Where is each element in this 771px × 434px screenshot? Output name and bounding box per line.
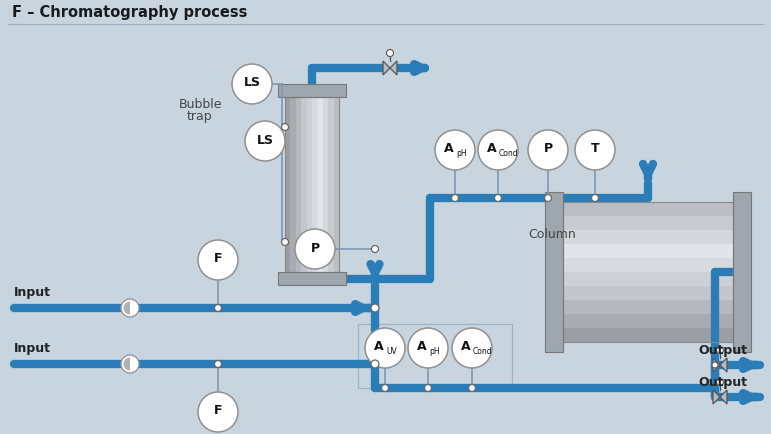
Circle shape: [295, 229, 335, 269]
Circle shape: [371, 360, 379, 368]
Text: A: A: [487, 141, 497, 155]
FancyBboxPatch shape: [545, 192, 563, 352]
FancyBboxPatch shape: [563, 313, 733, 328]
FancyBboxPatch shape: [318, 97, 323, 272]
Text: Input: Input: [14, 286, 51, 299]
Wedge shape: [123, 302, 130, 315]
Wedge shape: [123, 358, 130, 371]
Circle shape: [198, 240, 238, 280]
Circle shape: [245, 121, 285, 161]
Circle shape: [281, 239, 288, 246]
FancyBboxPatch shape: [563, 328, 733, 342]
Circle shape: [575, 130, 615, 170]
Circle shape: [121, 355, 139, 373]
Circle shape: [478, 130, 518, 170]
Circle shape: [408, 328, 448, 368]
Text: pH: pH: [429, 346, 439, 355]
FancyBboxPatch shape: [563, 243, 733, 258]
Circle shape: [232, 64, 272, 104]
Text: P: P: [311, 241, 319, 254]
Text: Cond: Cond: [473, 346, 493, 355]
Polygon shape: [383, 61, 397, 75]
Text: F: F: [214, 253, 222, 266]
FancyBboxPatch shape: [323, 97, 328, 272]
Circle shape: [198, 392, 238, 432]
Circle shape: [371, 304, 379, 312]
FancyBboxPatch shape: [563, 286, 733, 300]
Circle shape: [365, 328, 405, 368]
FancyBboxPatch shape: [563, 272, 733, 286]
Circle shape: [281, 124, 288, 131]
Text: pH: pH: [456, 148, 466, 158]
Text: trap: trap: [187, 110, 213, 123]
Text: Output: Output: [698, 344, 747, 357]
Circle shape: [372, 246, 379, 253]
Circle shape: [469, 385, 476, 391]
FancyBboxPatch shape: [358, 324, 512, 388]
FancyBboxPatch shape: [334, 97, 339, 272]
FancyBboxPatch shape: [328, 97, 334, 272]
Text: Input: Input: [14, 342, 51, 355]
FancyBboxPatch shape: [312, 97, 318, 272]
Text: F: F: [214, 404, 222, 418]
FancyBboxPatch shape: [563, 299, 733, 314]
FancyBboxPatch shape: [733, 192, 751, 352]
Circle shape: [435, 130, 475, 170]
Circle shape: [214, 361, 221, 368]
Text: A: A: [461, 339, 471, 352]
FancyBboxPatch shape: [301, 97, 307, 272]
FancyBboxPatch shape: [285, 97, 291, 272]
Circle shape: [544, 194, 551, 201]
Circle shape: [452, 328, 492, 368]
Text: P: P: [544, 142, 553, 155]
Circle shape: [425, 385, 432, 391]
Text: LS: LS: [244, 76, 261, 89]
Text: A: A: [417, 339, 427, 352]
Polygon shape: [713, 358, 727, 372]
Text: T: T: [591, 142, 599, 155]
Circle shape: [591, 194, 598, 201]
Circle shape: [712, 362, 718, 368]
Circle shape: [452, 194, 459, 201]
Text: A: A: [375, 339, 384, 352]
Text: Cond: Cond: [499, 148, 519, 158]
Circle shape: [494, 194, 501, 201]
Circle shape: [716, 346, 723, 354]
FancyBboxPatch shape: [563, 257, 733, 272]
Text: A: A: [444, 141, 454, 155]
Circle shape: [528, 130, 568, 170]
Circle shape: [214, 305, 221, 312]
FancyBboxPatch shape: [563, 216, 733, 230]
FancyBboxPatch shape: [296, 97, 301, 272]
Circle shape: [382, 385, 389, 391]
FancyBboxPatch shape: [563, 230, 733, 244]
Polygon shape: [713, 390, 727, 404]
Text: LS: LS: [257, 134, 274, 147]
Circle shape: [716, 378, 723, 385]
Text: Column: Column: [528, 227, 576, 240]
Text: F – Chromatography process: F – Chromatography process: [12, 4, 247, 20]
FancyBboxPatch shape: [563, 201, 733, 216]
FancyBboxPatch shape: [307, 97, 312, 272]
Text: Bubble: Bubble: [178, 98, 222, 111]
Circle shape: [386, 49, 393, 56]
Text: Output: Output: [698, 376, 747, 389]
FancyBboxPatch shape: [278, 84, 346, 97]
FancyBboxPatch shape: [278, 272, 346, 285]
Circle shape: [121, 299, 139, 317]
Text: UV: UV: [386, 346, 397, 355]
FancyBboxPatch shape: [291, 97, 296, 272]
